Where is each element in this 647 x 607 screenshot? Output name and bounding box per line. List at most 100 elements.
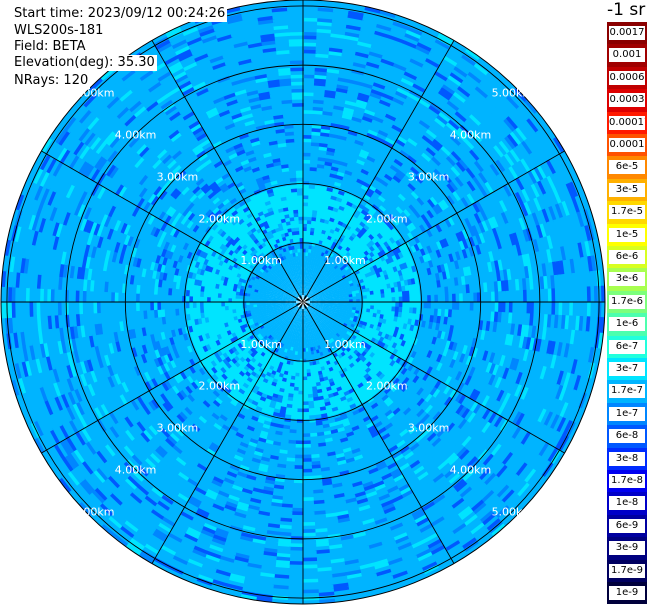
beta-cell [314, 309, 319, 313]
beta-cell [312, 267, 317, 273]
beta-cell [299, 330, 302, 335]
beta-cell [308, 310, 312, 315]
beta-cell [303, 294, 305, 299]
beta-cell [316, 312, 321, 316]
beta-cell [289, 339, 293, 344]
beta-cell [342, 299, 347, 303]
beta-cell [306, 337, 310, 342]
beta-cell [306, 300, 311, 302]
beta-cell [309, 304, 314, 307]
beta-cell [296, 318, 299, 324]
beta-cell [285, 313, 290, 317]
beta-cell [297, 291, 301, 296]
beta-cell [292, 297, 297, 300]
beta-cell [252, 299, 257, 303]
beta-cell [315, 260, 319, 266]
beta-cell [308, 295, 313, 299]
beta-cell [281, 305, 286, 308]
beta-cell [296, 304, 301, 307]
beta-cell [311, 312, 316, 317]
beta-cell [279, 316, 284, 321]
beta-cell [277, 286, 283, 290]
beta-cell [307, 277, 310, 282]
beta-cell [295, 293, 299, 297]
beta-cell [307, 258, 310, 264]
beta-cell [281, 306, 287, 309]
beta-cell [284, 278, 289, 283]
beta-cell [252, 301, 257, 305]
beta-cell [348, 296, 354, 300]
beta-cell [278, 315, 283, 320]
beta-cell [348, 306, 354, 311]
beta-cell [287, 319, 292, 324]
beta-cell [291, 320, 295, 326]
beta-cell [294, 329, 298, 334]
beta-cell [320, 305, 325, 308]
beta-cell [305, 304, 310, 307]
beta-cell [289, 267, 294, 273]
beta-cell [295, 322, 298, 327]
beta-cell [306, 280, 309, 285]
beta-cell [298, 273, 301, 278]
beta-cell [308, 314, 312, 319]
beta-cell [296, 258, 300, 264]
beta-cell [324, 287, 329, 291]
beta-cell [305, 280, 308, 285]
beta-cell [334, 301, 340, 305]
beta-cell [286, 318, 291, 323]
beta-cell [331, 314, 337, 319]
beta-cell [288, 264, 293, 269]
beta-cell [329, 309, 335, 313]
beta-cell [303, 312, 305, 317]
beta-cell [314, 290, 318, 294]
beta-cell [341, 303, 347, 307]
beta-cell [287, 291, 292, 295]
beta-cell [315, 286, 320, 291]
beta-cell [256, 308, 262, 312]
beta-cell [337, 309, 342, 313]
beta-cell [305, 304, 308, 309]
beta-cell [315, 307, 321, 310]
beta-cell [308, 322, 311, 327]
beta-cell [303, 283, 305, 288]
beta-cell [305, 344, 308, 349]
beta-cell [296, 262, 300, 267]
beta-cell [320, 313, 325, 318]
beta-cell [305, 315, 308, 320]
beta-cell [266, 303, 272, 306]
beta-cell [315, 272, 320, 278]
beta-cell [297, 344, 301, 349]
beta-cell [324, 297, 329, 300]
beta-cell [308, 306, 313, 310]
beta-cell [341, 297, 347, 301]
beta-cell [304, 312, 307, 317]
beta-cell [301, 294, 303, 299]
beta-cell [300, 276, 302, 281]
beta-cell [297, 269, 301, 274]
beta-cell [287, 280, 292, 285]
beta-cell [300, 290, 302, 296]
beta-cell [309, 310, 313, 315]
beta-cell [312, 320, 316, 325]
beta-cell [333, 310, 338, 314]
beta-cell [351, 290, 357, 295]
beta-cell [292, 328, 296, 334]
beta-cell [295, 281, 298, 286]
beta-cell [306, 302, 311, 304]
beta-cell [311, 308, 316, 312]
beta-cell [315, 294, 321, 297]
beta-cell [313, 302, 318, 304]
beta-cell [290, 316, 294, 321]
beta-cell [308, 281, 311, 286]
beta-cell [323, 295, 328, 298]
beta-cell [308, 294, 313, 298]
beta-cell [292, 336, 296, 341]
beta-cell [334, 303, 340, 306]
beta-cell [293, 281, 296, 287]
beta-cell [300, 316, 302, 321]
beta-cell [297, 308, 301, 313]
beta-cell [315, 264, 320, 270]
beta-cell [305, 351, 309, 356]
beta-cell [313, 304, 318, 306]
beta-cell [306, 340, 310, 346]
